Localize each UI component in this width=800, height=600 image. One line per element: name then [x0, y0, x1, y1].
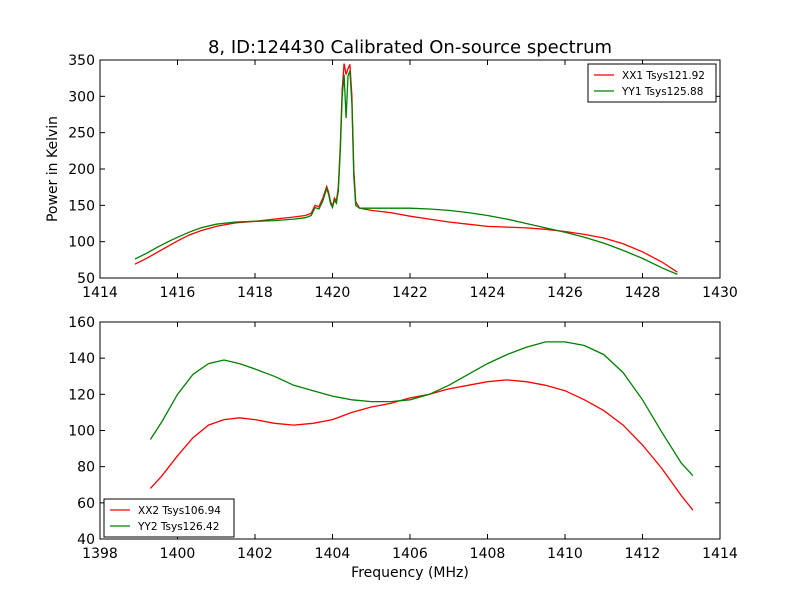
legend-label: XX1 Tsys121.92 [622, 70, 705, 82]
y-tick-label: 300 [68, 89, 95, 105]
x-tick-label: 1402 [237, 546, 273, 562]
chart-title: 8, ID:124430 Calibrated On-source spectr… [208, 37, 612, 58]
y-tick-label: 140 [68, 351, 95, 367]
y-tick-label: 350 [68, 53, 95, 69]
y-tick-label: 160 [68, 315, 95, 331]
bottom-plot-panel: 1398 1400 1402 1404 1406 1408 1410 1412 1414 40 60… [68, 315, 738, 581]
y-tick-label: 40 [77, 532, 95, 548]
top-plot-panel: 1414 1416 1418 1420 1422 1424 1426 1428 1430 50 10… [45, 53, 738, 301]
x-tick-label: 1414 [82, 285, 118, 301]
y-tick-label: 200 [68, 162, 95, 178]
y-tick-label: 150 [68, 198, 95, 214]
series-line-2 [149, 341, 694, 477]
x-tick-label: 1426 [547, 285, 583, 301]
y-axis-label: Power in Kelvin [45, 116, 61, 222]
y-tick-label: 100 [68, 235, 95, 251]
x-tick-label: 1412 [625, 546, 661, 562]
x-tick-label: 1428 [625, 285, 661, 301]
x-tick-label: 1430 [702, 285, 738, 301]
series-line-2 [134, 70, 678, 275]
y-tick-label: 80 [77, 460, 95, 476]
y-tick-label: 60 [77, 496, 95, 512]
legend-label: YY1 Tsys125.88 [621, 86, 703, 98]
y-tick-label: 50 [77, 271, 95, 287]
legend: XX1 Tsys121.92 YY1 Tsys125.88 [587, 63, 717, 103]
x-tick-label: 1416 [160, 285, 196, 301]
x-tick-label: 1422 [392, 285, 428, 301]
y-tick-label: 120 [68, 387, 95, 403]
x-tick-label: 1414 [702, 546, 738, 562]
legend: XX2 Tsys106.94 YY2 Tsys126.42 [103, 498, 235, 538]
x-tick-label: 1410 [547, 546, 583, 562]
legend-box [103, 498, 235, 538]
y-tick-label: 100 [68, 424, 95, 440]
x-tick-label: 1404 [315, 546, 351, 562]
x-tick-label: 1400 [160, 546, 196, 562]
legend-box [587, 63, 717, 103]
legend-label: YY2 Tsys126.42 [137, 521, 219, 533]
x-tick-label: 1406 [392, 546, 428, 562]
y-tick-label: 250 [68, 126, 95, 142]
legend-label: XX2 Tsys106.94 [138, 505, 221, 517]
x-tick-label: 1420 [315, 285, 351, 301]
x-tick-label: 1398 [82, 546, 118, 562]
x-tick-label: 1418 [237, 285, 273, 301]
x-tick-label: 1424 [470, 285, 506, 301]
series-line-1 [149, 379, 694, 511]
x-tick-label: 1408 [470, 546, 506, 562]
x-axis-label: Frequency (MHz) [351, 565, 469, 581]
